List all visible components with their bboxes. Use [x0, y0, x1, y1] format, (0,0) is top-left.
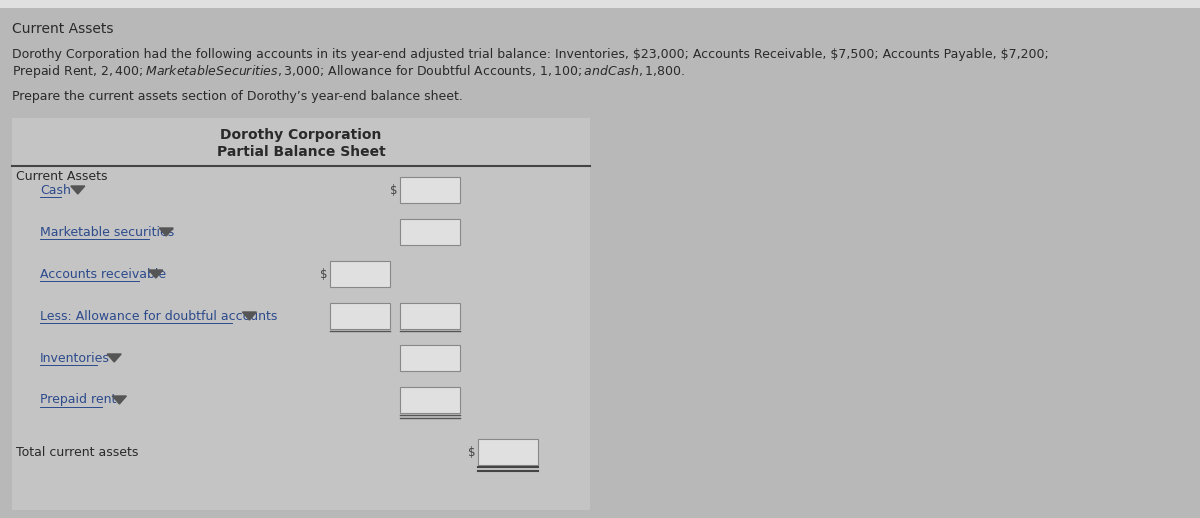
- Bar: [400, 387, 460, 413]
- Text: Cash: Cash: [40, 183, 71, 196]
- Text: Dorothy Corporation had the following accounts in its year-end adjusted trial ba: Dorothy Corporation had the following ac…: [12, 48, 1049, 61]
- Bar: [400, 177, 460, 203]
- Text: Dorothy Corporation: Dorothy Corporation: [221, 128, 382, 142]
- Text: Partial Balance Sheet: Partial Balance Sheet: [217, 145, 385, 159]
- Text: $: $: [468, 445, 475, 458]
- Bar: [400, 219, 460, 245]
- Text: Prepare the current assets section of Dorothy’s year-end balance sheet.: Prepare the current assets section of Do…: [12, 90, 463, 103]
- Bar: [330, 303, 390, 329]
- Bar: [400, 345, 460, 371]
- Text: Inventories: Inventories: [40, 352, 110, 365]
- Polygon shape: [242, 312, 257, 320]
- Polygon shape: [149, 270, 163, 278]
- Text: Prepaid Rent, $2,400; Marketable Securities, $3,000; Allowance for Doubtful Acco: Prepaid Rent, $2,400; Marketable Securit…: [12, 63, 685, 80]
- Bar: [330, 261, 390, 287]
- Text: Current Assets: Current Assets: [16, 170, 108, 183]
- Text: Marketable securities: Marketable securities: [40, 225, 174, 238]
- Polygon shape: [160, 228, 173, 236]
- Text: $: $: [320, 267, 328, 281]
- Text: Prepaid rent: Prepaid rent: [40, 394, 116, 407]
- Polygon shape: [113, 396, 126, 404]
- Bar: [478, 439, 538, 465]
- Text: Accounts receivable: Accounts receivable: [40, 267, 166, 281]
- Text: $: $: [390, 183, 397, 196]
- Bar: [0, 0, 1200, 8]
- Polygon shape: [107, 354, 121, 362]
- Polygon shape: [71, 186, 85, 194]
- Text: Current Assets: Current Assets: [12, 22, 114, 36]
- Bar: [12, 118, 590, 510]
- Bar: [400, 303, 460, 329]
- Text: Total current assets: Total current assets: [16, 445, 138, 458]
- Text: Less: Allowance for doubtful accounts: Less: Allowance for doubtful accounts: [40, 309, 277, 323]
